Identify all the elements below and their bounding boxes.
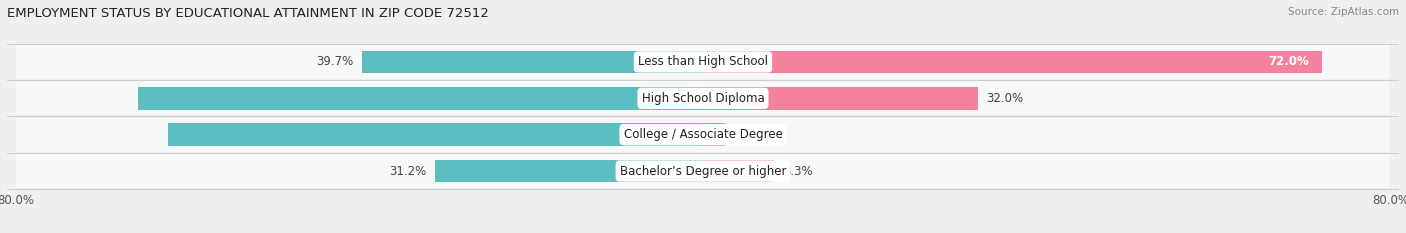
Bar <box>15 81 1391 115</box>
Text: Less than High School: Less than High School <box>638 55 768 69</box>
Bar <box>703 160 775 182</box>
Bar <box>15 154 1391 188</box>
Text: High School Diploma: High School Diploma <box>641 92 765 105</box>
Text: 8.3%: 8.3% <box>783 164 813 178</box>
Text: 31.2%: 31.2% <box>389 164 426 178</box>
Bar <box>15 118 1391 152</box>
Text: Source: ZipAtlas.com: Source: ZipAtlas.com <box>1288 7 1399 17</box>
Text: 32.0%: 32.0% <box>987 92 1024 105</box>
Text: 2.6%: 2.6% <box>734 128 763 141</box>
Bar <box>434 160 703 182</box>
Text: 62.3%: 62.3% <box>650 128 690 141</box>
Bar <box>167 123 703 146</box>
Text: EMPLOYMENT STATUS BY EDUCATIONAL ATTAINMENT IN ZIP CODE 72512: EMPLOYMENT STATUS BY EDUCATIONAL ATTAINM… <box>7 7 489 20</box>
Text: 65.8%: 65.8% <box>650 92 690 105</box>
Bar <box>15 45 1391 79</box>
Text: 72.0%: 72.0% <box>1268 55 1309 69</box>
Bar <box>703 87 979 110</box>
Text: 39.7%: 39.7% <box>316 55 353 69</box>
Bar <box>703 51 1322 73</box>
Text: College / Associate Degree: College / Associate Degree <box>624 128 782 141</box>
Bar <box>703 123 725 146</box>
Bar <box>138 87 703 110</box>
Text: Bachelor’s Degree or higher: Bachelor’s Degree or higher <box>620 164 786 178</box>
Bar <box>361 51 703 73</box>
